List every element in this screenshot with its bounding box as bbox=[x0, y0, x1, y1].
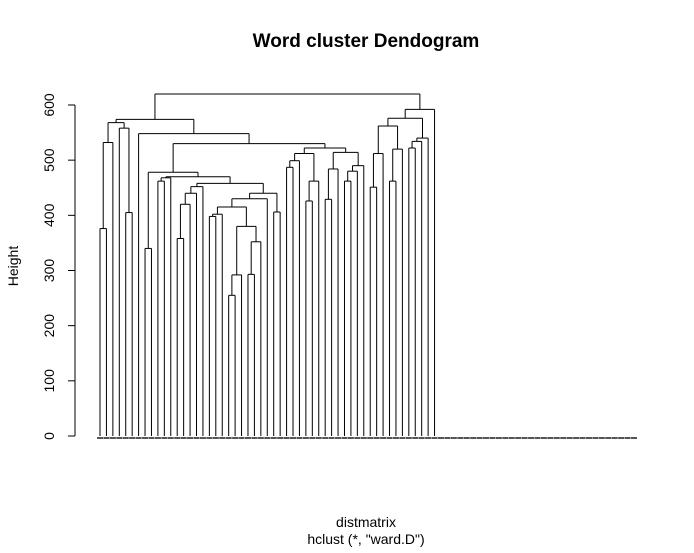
leaf-label bbox=[122, 437, 129, 439]
leaf-label bbox=[180, 437, 187, 439]
leaf-label bbox=[270, 437, 277, 439]
leaf-label bbox=[534, 437, 541, 439]
y-tick-label: 300 bbox=[41, 259, 57, 283]
leaf-label bbox=[405, 437, 412, 439]
leaf-label bbox=[296, 437, 303, 439]
leaf-label bbox=[386, 437, 393, 439]
leaf-label bbox=[611, 437, 618, 439]
leaf-label bbox=[277, 437, 284, 439]
leaf-label bbox=[470, 437, 477, 439]
leaf-label bbox=[547, 437, 554, 439]
leaf-label bbox=[290, 437, 297, 439]
y-tick-label: 500 bbox=[41, 148, 57, 172]
leaf-label bbox=[174, 437, 181, 439]
leaf-label bbox=[399, 437, 406, 439]
leaf-label bbox=[199, 437, 206, 439]
leaf-label bbox=[624, 437, 631, 439]
leaf-label bbox=[322, 437, 329, 439]
leaf-label bbox=[360, 437, 367, 439]
leaf-label bbox=[367, 437, 374, 439]
leaf-label bbox=[573, 437, 580, 439]
leaf-label bbox=[309, 437, 316, 439]
dendrogram-tree bbox=[99, 93, 436, 436]
leaf-label bbox=[264, 437, 271, 439]
leaf-label bbox=[225, 437, 232, 439]
chart-title: Word cluster Dendogram bbox=[253, 31, 480, 52]
leaf-label bbox=[251, 437, 258, 439]
leaf-label bbox=[335, 437, 342, 439]
leaf-label bbox=[244, 437, 251, 439]
leaf-label bbox=[437, 437, 444, 439]
leaf-label bbox=[148, 437, 155, 439]
leaf-label bbox=[463, 437, 470, 439]
leaf-label bbox=[457, 437, 464, 439]
leaf-labels bbox=[97, 437, 637, 439]
y-tick-label: 400 bbox=[41, 203, 57, 227]
leaf-label bbox=[444, 437, 451, 439]
leaf-label bbox=[502, 437, 509, 439]
leaf-label bbox=[392, 437, 399, 439]
leaf-label bbox=[418, 437, 425, 439]
y-axis-label: Height bbox=[5, 246, 21, 287]
leaf-label bbox=[592, 437, 599, 439]
leaf-label bbox=[585, 437, 592, 439]
leaf-label bbox=[412, 437, 419, 439]
leaf-label bbox=[167, 437, 174, 439]
y-tick-label: 200 bbox=[41, 314, 57, 338]
leaf-label bbox=[618, 437, 625, 439]
leaf-label bbox=[631, 437, 637, 439]
leaf-label bbox=[238, 437, 245, 439]
leaf-label bbox=[553, 437, 560, 439]
leaf-label bbox=[142, 437, 149, 439]
leaf-label bbox=[135, 437, 142, 439]
leaf-label bbox=[328, 437, 335, 439]
leaf-label bbox=[193, 437, 200, 439]
leaf-label bbox=[116, 437, 123, 439]
leaf-label bbox=[302, 437, 309, 439]
leaf-label bbox=[341, 437, 348, 439]
leaf-label bbox=[206, 437, 213, 439]
leaf-label bbox=[283, 437, 290, 439]
leaf-label bbox=[373, 437, 380, 439]
leaf-label bbox=[431, 437, 438, 439]
method-sublabel: hclust (*, "ward.D") bbox=[307, 531, 424, 547]
leaf-label bbox=[598, 437, 605, 439]
leaf-label bbox=[489, 437, 496, 439]
leaf-label bbox=[97, 437, 103, 439]
leaf-label bbox=[495, 437, 502, 439]
leaf-label bbox=[605, 437, 612, 439]
leaf-label bbox=[483, 437, 490, 439]
leaf-label bbox=[528, 437, 535, 439]
leaf-label bbox=[450, 437, 457, 439]
leaf-label bbox=[187, 437, 194, 439]
leaf-label bbox=[257, 437, 264, 439]
leaf-label bbox=[154, 437, 161, 439]
leaf-label bbox=[315, 437, 322, 439]
leaf-label bbox=[161, 437, 168, 439]
leaf-label bbox=[515, 437, 522, 439]
leaf-label bbox=[560, 437, 567, 439]
leaf-label bbox=[425, 437, 432, 439]
leaf-label bbox=[476, 437, 483, 439]
y-tick-label: 600 bbox=[41, 93, 57, 117]
x-axis-label: distmatrix bbox=[336, 514, 396, 530]
leaf-label bbox=[103, 437, 110, 439]
y-axis: 0 100 200 300 400 500 600 bbox=[41, 93, 76, 440]
leaf-label bbox=[219, 437, 226, 439]
leaf-label bbox=[579, 437, 586, 439]
leaf-label bbox=[521, 437, 528, 439]
leaf-label bbox=[540, 437, 547, 439]
leaf-label bbox=[212, 437, 219, 439]
leaf-label bbox=[109, 437, 116, 439]
leaf-label bbox=[347, 437, 354, 439]
leaf-label bbox=[129, 437, 136, 439]
leaf-label bbox=[508, 437, 515, 439]
y-tick-label: 100 bbox=[41, 369, 57, 393]
y-tick-label: 0 bbox=[41, 432, 57, 440]
leaf-label bbox=[232, 437, 239, 439]
leaf-label bbox=[380, 437, 387, 439]
leaf-label bbox=[354, 437, 361, 439]
leaf-label bbox=[566, 437, 573, 439]
